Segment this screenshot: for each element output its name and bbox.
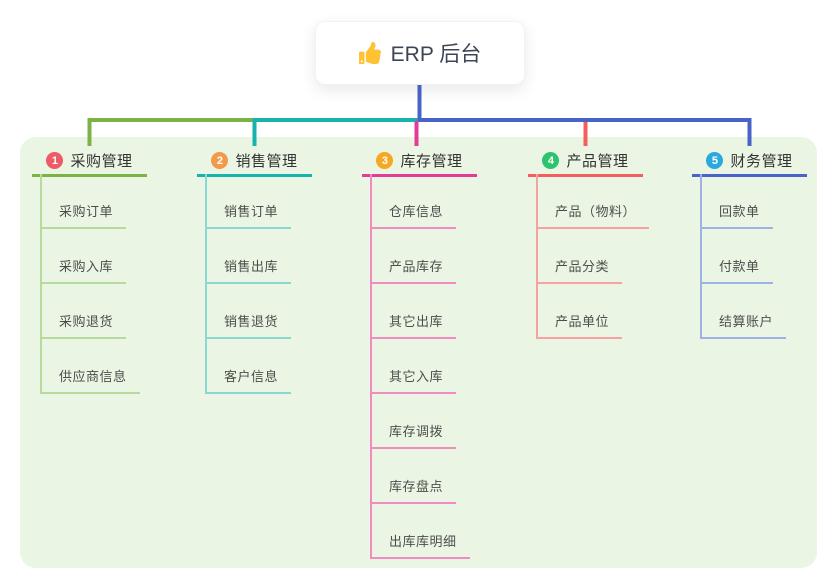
branch-number-badge: 4 [542,152,560,169]
root-label: ERP 后台 [390,43,482,66]
child-node[interactable]: 客户信息 [207,339,292,394]
branch-label: 产品管理 [566,153,629,170]
child-node[interactable]: 采购退货 [42,284,127,339]
child-node[interactable]: 销售订单 [207,174,292,229]
child-node[interactable]: 其它入库 [372,339,457,394]
branch-label: 采购管理 [70,153,133,170]
child-node[interactable]: 其它出库 [372,284,457,339]
branch-node-4[interactable]: 4 产品管理 [528,147,643,177]
thumbs-up-icon [358,42,381,64]
child-node[interactable]: 销售出库 [207,229,292,284]
branch-children-5: 回款单 付款单 结算账户 [700,174,787,339]
branch-number-badge: 2 [211,152,229,169]
branch-label: 销售管理 [235,153,298,170]
branch-node-1[interactable]: 1 采购管理 [32,147,147,177]
branch-children-3: 仓库信息 产品库存 其它出库 其它入库 库存调拨 库存盘点 出库库明细 [370,174,470,559]
child-node[interactable]: 销售退货 [207,284,292,339]
child-node[interactable]: 库存盘点 [372,449,457,504]
branch-children-2: 销售订单 销售出库 销售退货 客户信息 [205,174,292,394]
child-node[interactable]: 出库库明细 [372,504,470,559]
branch-number-badge: 3 [376,152,394,169]
branch-number-badge: 1 [46,152,64,169]
child-node[interactable]: 仓库信息 [372,174,457,229]
branch-label: 财务管理 [730,153,793,170]
child-node[interactable]: 产品单位 [538,284,623,339]
branch-node-3[interactable]: 3 库存管理 [362,147,477,177]
child-node[interactable]: 产品（物料） [538,174,650,229]
child-node[interactable]: 采购订单 [42,174,127,229]
child-node[interactable]: 回款单 [702,174,773,229]
child-node[interactable]: 产品分类 [538,229,623,284]
branch-label: 库存管理 [400,153,463,170]
child-node[interactable]: 产品库存 [372,229,457,284]
child-node[interactable]: 付款单 [702,229,773,284]
root-node[interactable]: ERP 后台 [315,21,525,85]
child-node[interactable]: 采购入库 [42,229,127,284]
child-node[interactable]: 供应商信息 [42,339,140,394]
branch-node-5[interactable]: 5 财务管理 [692,147,807,177]
mindmap-panel-background [20,137,817,568]
child-node[interactable]: 库存调拨 [372,394,457,449]
branch-node-2[interactable]: 2 销售管理 [197,147,312,177]
branch-number-badge: 5 [706,152,724,169]
branch-children-1: 采购订单 采购入库 采购退货 供应商信息 [40,174,140,394]
child-node[interactable]: 结算账户 [702,284,787,339]
branch-children-4: 产品（物料） 产品分类 产品单位 [536,174,650,339]
